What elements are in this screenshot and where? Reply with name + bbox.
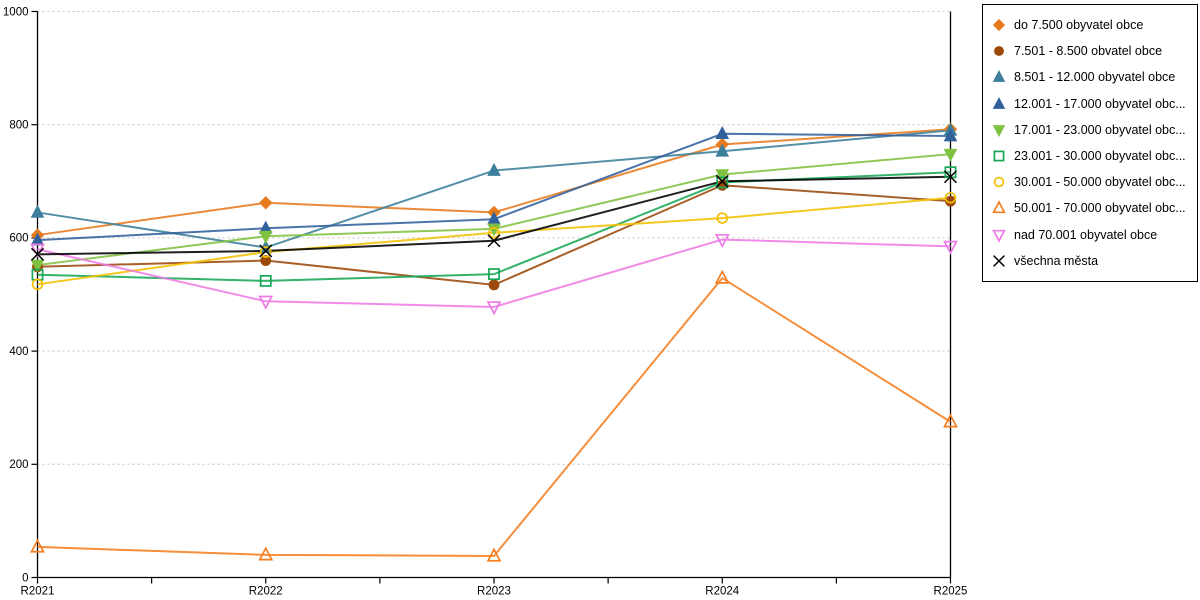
x-marker-icon [943, 170, 958, 184]
circle-legend-icon [994, 46, 1004, 57]
triangle-up-marker-icon [943, 413, 958, 428]
square-marker-icon [259, 274, 272, 287]
square-legend-icon [993, 150, 1005, 162]
circle-legend-icon [993, 176, 1005, 188]
square-marker-icon [716, 176, 729, 189]
y-tick-label: 400 [9, 346, 28, 358]
triangle-down-marker-icon [258, 295, 274, 310]
triangle-up-marker-icon [992, 200, 1006, 214]
triangle-up-marker-icon [486, 547, 502, 562]
diamond-marker-icon [992, 18, 1006, 32]
legend-label: 17.001 - 23.000 obyvatel obc... [1014, 122, 1186, 137]
triangle-up-legend-icon [992, 70, 1006, 83]
legend-item: 12.001 - 17.000 obyvatel obc... [991, 91, 1189, 117]
circle-marker-icon [488, 279, 500, 291]
triangle-down-legend-icon [992, 229, 1006, 243]
triangle-up-marker-icon [487, 162, 501, 176]
legend-item: do 7.500 obyvatel obce [991, 12, 1189, 38]
x-tick-label: R2025 [934, 586, 968, 598]
circle-marker-icon [944, 191, 957, 204]
circle-marker-icon [945, 195, 956, 207]
legend-item: 30.001 - 50.000 obyvatel obc... [991, 169, 1189, 195]
legend-item: nad 70.001 obyvatel obce [991, 222, 1189, 248]
x-marker-icon [715, 174, 729, 188]
triangle-down-marker-icon [714, 233, 730, 249]
circle-marker-icon [31, 278, 44, 291]
legend-label: do 7.500 obyvatel obce [1014, 18, 1144, 33]
y-tick-label: 200 [9, 459, 28, 471]
circle-marker-icon [716, 212, 729, 224]
x-marker-icon [487, 234, 501, 248]
legend-item: 50.001 - 70.000 obyvatel obc... [991, 195, 1189, 221]
legend-label: 7.501 - 8.500 obvatel obce [1014, 44, 1163, 59]
triangle-down-marker-icon [715, 169, 730, 183]
legend-label: 23.001 - 30.000 obyvatel obc... [1014, 149, 1186, 164]
x-tick-label: R2021 [21, 586, 55, 598]
triangle-up-marker-icon [714, 269, 730, 284]
triangle-up-marker-icon [992, 96, 1006, 109]
triangle-down-marker-icon [30, 259, 45, 273]
triangle-up-marker-icon [992, 70, 1006, 83]
triangle-up-legend-icon [992, 96, 1006, 109]
triangle-down-legend-icon [992, 125, 1006, 137]
y-tick-label: 800 [9, 120, 28, 132]
triangle-up-marker-icon [943, 128, 958, 142]
x-marker-icon [30, 247, 45, 261]
triangle-down-marker-icon [992, 125, 1006, 137]
legend-item: 7.501 - 8.500 obvatel obce [991, 38, 1189, 64]
series-line [37, 277, 952, 557]
x-legend-icon [993, 254, 1005, 267]
diamond-marker-icon [259, 196, 273, 210]
y-tick-label: 0 [22, 572, 28, 584]
square-marker-icon [993, 150, 1005, 162]
legend: do 7.500 obyvatel obce 7.501 - 8.500 obva… [982, 4, 1198, 282]
circle-marker-icon [993, 176, 1005, 188]
circle-marker-icon [259, 246, 272, 258]
triangle-down-marker-icon [992, 229, 1006, 243]
y-tick-label: 600 [9, 233, 28, 245]
x-marker-icon [993, 254, 1005, 267]
legend-label: 50.001 - 70.000 obyvatel obc... [1014, 201, 1186, 216]
x-tick-label: R2024 [705, 586, 739, 598]
triangle-up-marker-icon [715, 143, 730, 157]
circle-marker-icon [488, 227, 500, 239]
legend-label: 8.501 - 12.000 obyvatel obce [1014, 70, 1176, 85]
x-marker-icon [259, 244, 273, 258]
triangle-up-marker-icon [30, 538, 45, 553]
triangle-down-marker-icon [258, 230, 273, 244]
legend-item: všechna města [991, 248, 1189, 274]
circle-marker-icon [994, 46, 1004, 57]
triangle-up-marker-icon [258, 546, 274, 561]
triangle-down-marker-icon [943, 240, 958, 255]
diamond-legend-icon [992, 18, 1006, 32]
x-tick-label: R2023 [477, 586, 511, 598]
circle-marker-icon [260, 255, 272, 266]
triangle-up-marker-icon [715, 126, 730, 140]
triangle-up-legend-icon [992, 200, 1006, 214]
y-tick-label: 1000 [3, 6, 29, 18]
triangle-down-marker-icon [30, 243, 45, 258]
legend-label: 12.001 - 17.000 obyvatel obc... [1014, 96, 1186, 111]
x-tick-label: R2022 [249, 586, 283, 598]
triangle-up-marker-icon [30, 204, 45, 218]
legend-item: 8.501 - 12.000 obyvatel obce [991, 64, 1189, 90]
square-marker-icon [488, 268, 500, 281]
triangle-down-marker-icon [486, 301, 502, 316]
legend-label: nad 70.001 obyvatel obce [1014, 227, 1158, 242]
legend-item: 17.001 - 23.000 obyvatel obc... [991, 117, 1189, 143]
legend-label: všechna města [1014, 253, 1099, 268]
legend-item: 23.001 - 30.000 obyvatel obc... [991, 143, 1189, 169]
series-line [37, 238, 951, 308]
triangle-down-marker-icon [943, 148, 958, 162]
legend-label: 30.001 - 50.000 obyvatel obc... [1014, 175, 1186, 190]
